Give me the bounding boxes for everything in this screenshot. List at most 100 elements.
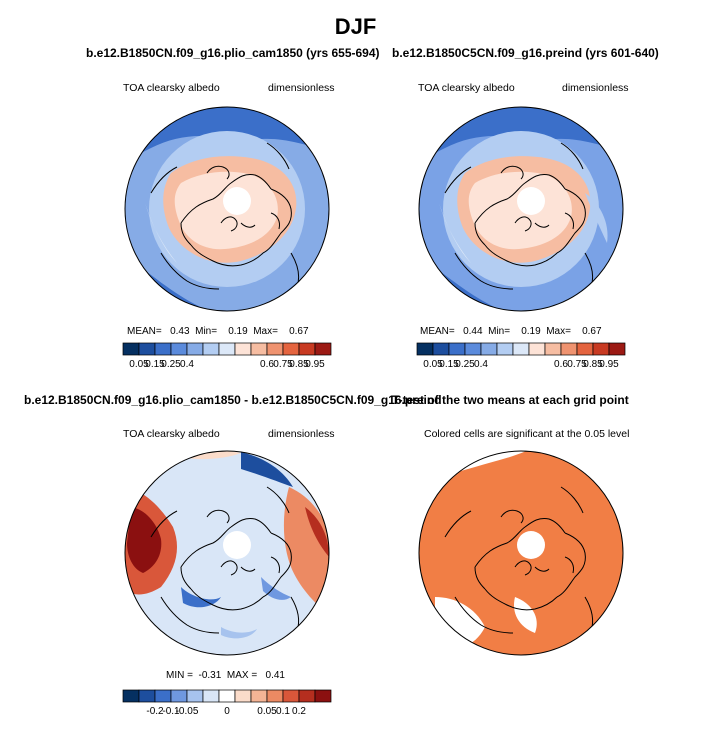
min-value: -0.31 <box>198 670 222 681</box>
colorbar-swatch <box>234 689 252 703</box>
colorbar-tick-label: 0.15 <box>439 359 459 370</box>
weak-positive-anomaly <box>181 451 241 460</box>
mean-value: 0.44 <box>463 326 483 337</box>
coastline <box>220 560 238 576</box>
coastline <box>514 560 532 576</box>
coastline <box>560 142 584 170</box>
colorbar-swatch <box>282 689 300 703</box>
high-albedo-land <box>174 171 278 250</box>
strong-positive-anomaly <box>127 507 162 573</box>
non-significant-region <box>513 597 537 633</box>
max-value: 0.67 <box>289 326 309 337</box>
coastline <box>444 510 472 538</box>
colorbar-top-left: 0.050.150.25 0.4 0.6 0.750.850.95 <box>122 342 332 370</box>
colorbar-tick-label: 0.95 <box>599 359 619 370</box>
colorbar-swatch <box>122 342 140 356</box>
high-albedo-land <box>468 171 572 250</box>
coastline <box>266 142 290 170</box>
coastline <box>484 244 558 267</box>
colorbar-tick-label: -0.1 <box>162 706 180 717</box>
mean-label: MEAN= <box>127 326 162 337</box>
max-label: MAX = <box>226 670 258 681</box>
colorbar-swatch <box>170 689 188 703</box>
map-boundary <box>418 106 624 312</box>
colorbar-swatch <box>282 342 300 356</box>
coastline <box>150 166 178 194</box>
polar-map-top-right <box>418 106 624 312</box>
colorbar-tick-label: 0.1 <box>276 706 290 717</box>
pole-mask <box>517 187 545 215</box>
coastline <box>262 532 292 598</box>
panel-title-bottom-left: b.e12.B1850CN.f09_g16.plio_cam1850 - b.e… <box>24 393 442 407</box>
coastline <box>454 252 514 290</box>
colorbar-tick-label: 0.6 <box>260 359 274 370</box>
colorbar-tick-label: 0.25 <box>455 359 475 370</box>
coastline <box>474 518 566 568</box>
coastline <box>240 566 256 572</box>
map-boundary <box>124 106 330 312</box>
colorbar-tick-label: 0.4 <box>474 359 488 370</box>
negative-anomaly <box>181 587 221 608</box>
polar-map-bottom-right <box>418 450 624 656</box>
stats-top-left: MEAN= 0.43 Min= 0.19 Max= 0.67 <box>127 326 309 337</box>
strong-positive-anomaly <box>305 507 329 557</box>
colorbar-swatch <box>592 342 610 356</box>
colorbar-tick-label: 0 <box>224 706 230 717</box>
coastline <box>444 166 472 194</box>
colorbar-tick-label: 0.25 <box>161 359 181 370</box>
colorbar-tick-label: 0.75 <box>567 359 587 370</box>
colorbar-swatch <box>448 342 466 356</box>
colorbar-swatch <box>250 342 268 356</box>
stats-top-right: MEAN= 0.44 Min= 0.19 Max= 0.67 <box>420 326 602 337</box>
coastline <box>454 596 514 634</box>
colorbar-swatch <box>528 342 546 356</box>
colorbar-bottom-left: -0.2-0.1-0.05 0 0.05 0.1 0.2 <box>122 689 332 717</box>
left-label-bottom-left: TOA clearsky albedo <box>123 428 220 440</box>
panel-title-top-left: b.e12.B1850CN.f09_g16.plio_cam1850 (yrs … <box>86 46 380 60</box>
colorbar-swatch <box>464 342 482 356</box>
coastline <box>534 222 550 228</box>
colorbar-tick-label: 0.05 <box>129 359 149 370</box>
min-label: Min= <box>488 326 511 337</box>
polar-map-bottom-left <box>124 450 330 656</box>
colorbar-tick-label: 0.85 <box>583 359 603 370</box>
map-boundary <box>124 450 330 656</box>
coastline <box>564 556 574 574</box>
colorbar-tick-label: 0.6 <box>554 359 568 370</box>
left-label-top-right: TOA clearsky albedo <box>418 82 515 94</box>
min-value: 0.19 <box>521 326 541 337</box>
coastline <box>190 588 264 611</box>
coastline <box>206 509 230 524</box>
coastline <box>514 216 532 232</box>
colorbar-tick-label: 0.85 <box>289 359 309 370</box>
coastline <box>220 216 238 232</box>
colorbar-tick-label: 0.4 <box>180 359 194 370</box>
colorbar-swatch <box>138 342 156 356</box>
colorbar-swatch <box>298 689 316 703</box>
coastline <box>534 566 550 572</box>
coastline <box>160 252 220 290</box>
positive-anomaly <box>283 487 329 617</box>
colorbar-swatch <box>154 342 172 356</box>
coastline <box>180 174 272 224</box>
coastline <box>564 212 574 230</box>
panel-title-bottom-right: T-test of the two means at each grid poi… <box>392 393 629 407</box>
coastline <box>180 222 192 246</box>
negative-anomaly <box>221 627 257 639</box>
colorbar-swatch <box>298 342 316 356</box>
coastline <box>180 566 192 590</box>
colorbar-swatch <box>560 342 578 356</box>
colorbar-tick-label: -0.05 <box>176 706 199 717</box>
colorbar-tick-label: 0.2 <box>292 706 306 717</box>
left-label-top-left: TOA clearsky albedo <box>123 82 220 94</box>
max-value: 0.41 <box>265 670 285 681</box>
colorbar-top-right: 0.050.150.25 0.4 0.6 0.750.850.95 <box>416 342 626 370</box>
min-value: 0.19 <box>228 326 248 337</box>
colorbar-swatch <box>432 342 450 356</box>
polar-map-top-left <box>124 106 330 312</box>
colorbar-swatch <box>138 689 156 703</box>
negative-anomaly <box>261 577 291 600</box>
colorbar-swatch <box>416 342 434 356</box>
pole-mask <box>223 531 251 559</box>
coastline <box>556 188 586 254</box>
